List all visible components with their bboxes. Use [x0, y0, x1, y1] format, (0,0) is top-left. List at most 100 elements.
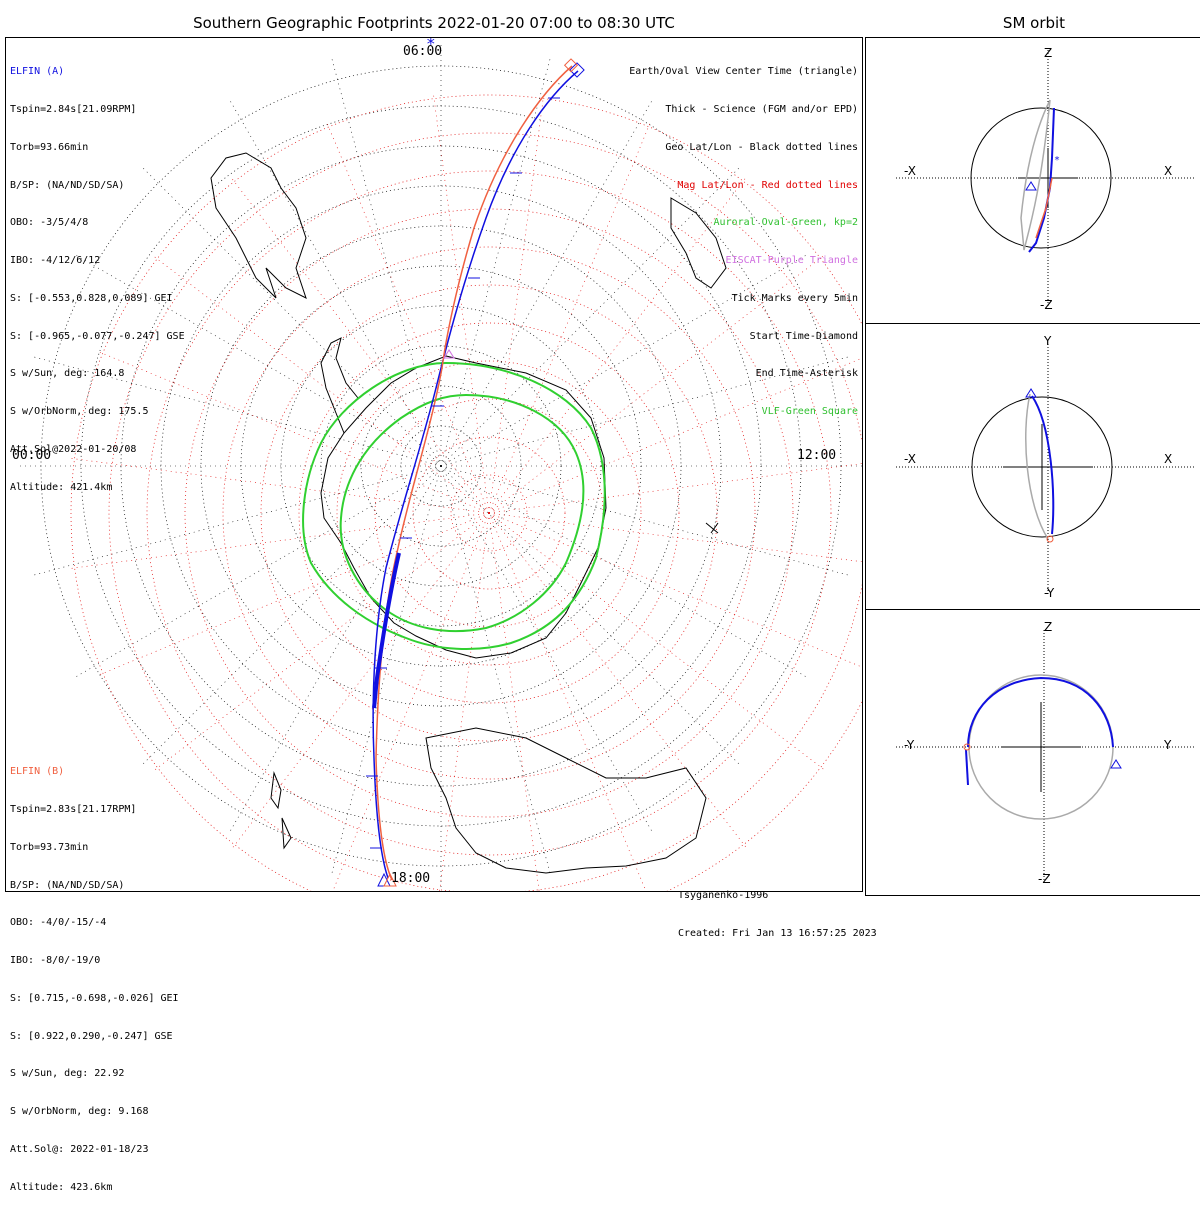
earth-circle — [970, 107, 1112, 249]
sm-asterisk-marker: * — [1054, 155, 1060, 166]
elfin-b-line: Att.Sol@: 2022-01-18/23 — [10, 1144, 149, 1155]
mag-lon-line — [151, 254, 490, 514]
mag-lon-line — [488, 120, 652, 514]
elfin-b-line: S: [0.922,0.290,-0.247] GSE — [10, 1030, 173, 1042]
sm-orbit-a — [967, 676, 1114, 748]
footprint-tracks — [372, 65, 579, 881]
elfin-a-info: ELFIN (A) Tspin=2.84s[21.09RPM] Torb=93.… — [10, 41, 185, 520]
geo-lon-line — [30, 465, 442, 577]
mag-lon-line — [230, 512, 490, 851]
elfin-a-line: S w/Sun, deg: 164.8 — [10, 368, 125, 380]
legend-item: EISCAT-Purple Triangle — [725, 255, 858, 267]
footprint-map: * — [16, 38, 862, 891]
elfin-b-line: B/SP: (NA/ND/SD/SA) — [10, 879, 125, 891]
end-triangle-b — [383, 872, 397, 887]
elfin-b-line: S w/OrbNorm, deg: 9.168 — [10, 1106, 149, 1118]
mag-lon-line — [96, 350, 490, 514]
end-asterisk-a: * — [426, 38, 436, 53]
legend-item: Geo Lat/Lon - Black dotted lines — [665, 141, 858, 153]
elfin-a-science-segment — [372, 552, 401, 709]
mag-lon-line — [488, 512, 647, 891]
mlt-label-top: 06:00 — [403, 44, 443, 59]
elfin-a-line: OBO: -3/5/4/8 — [10, 217, 89, 229]
sm-orbit-gray — [1020, 99, 1051, 251]
sm-label-top: Z — [1044, 620, 1053, 634]
mag-lon-line — [229, 175, 490, 514]
sm-orbit-xy-plot — [896, 344, 1196, 594]
sm-label-top: Y — [1044, 334, 1052, 348]
mag-lon-line — [432, 91, 490, 514]
geo-lon-line — [440, 165, 742, 467]
created-label: Created: Fri Jan 13 16:57:25 2023 — [678, 927, 877, 939]
elfin-a-line: B/SP: (NA/ND/SD/SA) — [10, 179, 125, 191]
geo-lon-line — [330, 465, 442, 877]
elfin-a-line: IBO: -4/12/6/12 — [10, 255, 101, 267]
elfin-b-line: Torb=93.73min — [10, 841, 89, 853]
plot-title: Southern Geographic Footprints 2022-01-2… — [193, 14, 675, 32]
geo-lon-line — [140, 465, 442, 767]
mag-lon-line — [96, 512, 490, 677]
elfin-b-line: Tspin=2.83s[21.17RPM] — [10, 803, 137, 815]
elfin-a-name: ELFIN (A) — [10, 66, 65, 78]
geo-lon-line — [440, 97, 654, 467]
auroral-oval — [302, 361, 606, 650]
geo-lon-line — [440, 355, 852, 467]
geo-lon-line — [440, 465, 810, 679]
mag-lat-circle — [70, 94, 862, 891]
mag-lat-circle — [450, 474, 528, 552]
elfin-b-line: Altitude: 423.6km — [10, 1181, 113, 1193]
model-label: Tsyganenko-1996 — [678, 890, 769, 902]
continent-outlines — [210, 152, 727, 874]
mag-lon-line — [488, 512, 862, 668]
sm-label-bottom: -Z — [1040, 298, 1053, 312]
sm-triangle-marker — [1110, 759, 1122, 769]
legend: Earth/Oval View Center Time (triangle) T… — [629, 41, 858, 444]
legend-item: Thick - Science (FGM and/or EPD) — [665, 103, 858, 115]
geo-lon-line — [72, 253, 442, 467]
earth-circle — [971, 396, 1113, 538]
auroral-oval-inner — [339, 393, 585, 633]
mag-lon-line — [488, 512, 827, 772]
elfin-b-info: ELFIN (B) Tspin=2.83s[21.17RPM] Torb=93.… — [10, 741, 179, 1220]
sm-start-marker — [1046, 535, 1054, 543]
mag-lon-line — [332, 512, 490, 891]
mlt-label-bottom: 18:00 — [391, 871, 431, 886]
geo-lon-line — [440, 465, 852, 577]
sm-orbit-a — [1028, 107, 1055, 253]
sm-panel-xz: * Z -Z -X X — [865, 37, 1200, 324]
mag-latlon-grid — [16, 41, 862, 891]
elfin-a-track — [372, 70, 579, 879]
mag-lat-circle — [298, 322, 680, 704]
mag-lon-line — [488, 512, 749, 851]
elfin-a-line: Att.Sol@2022-01-20/08 — [10, 444, 137, 455]
south-america-outline — [210, 152, 307, 299]
mag-lon-line — [488, 512, 540, 891]
elfin-a-line: S w/OrbNorm, deg: 175.5 — [10, 406, 149, 418]
mag-lon-line — [325, 120, 490, 514]
mlt-label-right: 12:00 — [797, 448, 837, 463]
sm-label-left: -Y — [904, 738, 915, 752]
geo-lon-line — [440, 465, 654, 835]
mag-lon-line — [439, 512, 490, 891]
mag-lon-line — [488, 253, 827, 514]
elfin-b-line: S: [0.715,-0.698,-0.026] GEI — [10, 992, 179, 1004]
legend-item: Start Time-Diamond — [749, 330, 858, 342]
start-diamond-a — [569, 62, 585, 78]
geo-lon-line — [440, 465, 552, 877]
credits: Tsyganenko-1996 Created: Fri Jan 13 16:5… — [678, 865, 877, 966]
geo-lon-line — [72, 465, 442, 679]
africa-tip — [670, 197, 727, 289]
mag-lat-circle — [184, 208, 794, 818]
geo-lon-line — [228, 97, 442, 467]
sm-orbit-a — [1031, 395, 1055, 535]
sm-start-marker — [963, 743, 971, 751]
auroral-oval-outer — [302, 361, 606, 650]
track-markers: * — [366, 38, 585, 887]
geo-lon-line — [330, 55, 442, 467]
mlt-label-left: 00:00 — [12, 448, 52, 463]
footprint-map-panel: * 06:00 00:00 12:00 18:00 ELFIN (A) Tspi… — [5, 37, 877, 1193]
mag-lon-line — [67, 457, 490, 514]
new-zealand — [270, 771, 292, 850]
elfin-b-line: IBO: -8/0/-19/0 — [10, 955, 101, 967]
mag-lat-circle — [260, 284, 718, 742]
